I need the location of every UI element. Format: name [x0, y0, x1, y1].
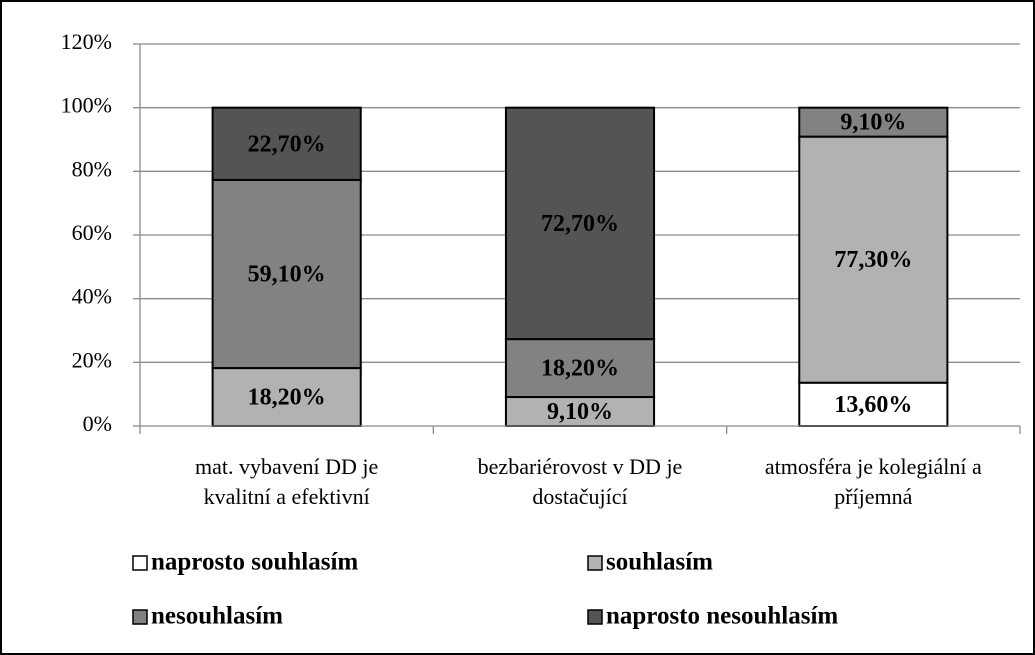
x-tick-label: atmosféra je kolegiální a příjemná — [764, 454, 982, 509]
y-tick-label: 0% — [83, 411, 112, 436]
data-label: 59,10% — [248, 261, 326, 287]
legend-label: nesouhlasím — [151, 603, 283, 630]
bar-segment — [211, 367, 362, 427]
data-label: 9,10% — [547, 399, 613, 425]
y-tick-label: 80% — [72, 156, 112, 181]
bar-segment — [211, 178, 362, 370]
legend-swatch — [132, 555, 148, 571]
legend-swatch — [132, 609, 148, 625]
legend-label: souhlasím — [606, 549, 713, 576]
x-tick-label: mat. vybavení DD je kvalitní a efektivní — [195, 454, 379, 509]
x-tick-label: bezbariérovost v DD je dostačující — [477, 454, 683, 509]
data-label: 22,70% — [248, 131, 326, 157]
y-tick-label: 40% — [72, 284, 112, 309]
legend-label: naprosto souhlasím — [151, 549, 358, 576]
bar-segment — [798, 381, 949, 427]
legend-swatch — [587, 555, 603, 571]
data-label: 72,70% — [541, 211, 619, 237]
data-label: 18,20% — [248, 385, 326, 411]
y-tick-label: 120% — [61, 29, 112, 54]
data-label: 77,30% — [834, 247, 912, 273]
bar-segment — [798, 135, 949, 384]
y-tick-label: 100% — [61, 93, 112, 118]
y-tick-label: 20% — [72, 347, 112, 372]
data-label: 13,60% — [834, 392, 912, 418]
bar-segment — [211, 106, 362, 181]
legend-swatch — [587, 609, 603, 625]
bar-segment — [504, 396, 656, 428]
y-tick-label: 60% — [72, 220, 112, 245]
bar-segment — [504, 106, 656, 341]
data-label: 18,20% — [541, 356, 619, 382]
bar-segment — [798, 106, 949, 138]
data-label: 9,10% — [840, 110, 906, 136]
legend-label: naprosto nesouhlasím — [606, 603, 838, 630]
bar-segment — [504, 338, 656, 399]
